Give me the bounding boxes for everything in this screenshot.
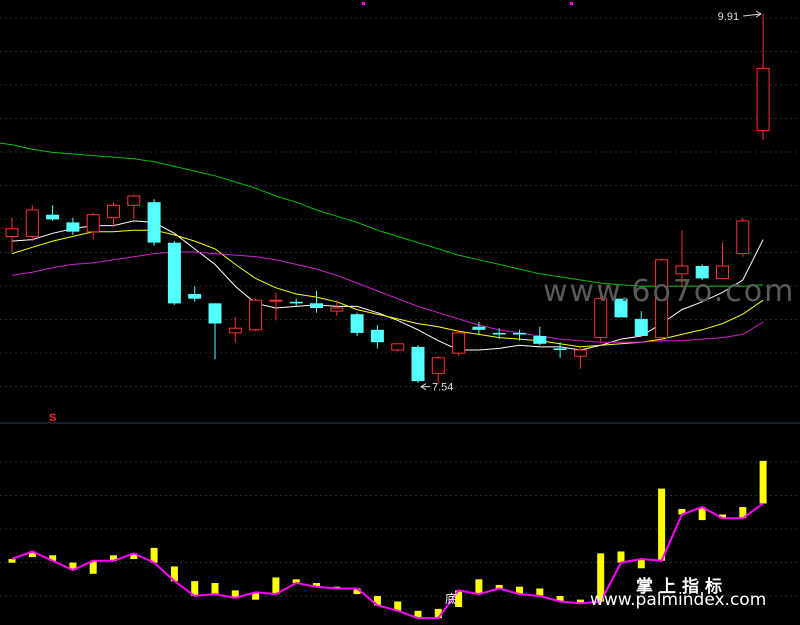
watermark-6o7o: www.6o7o.com [543, 274, 796, 309]
candle-body [655, 259, 669, 339]
candle-body [188, 294, 202, 299]
indicator-bar [556, 596, 564, 602]
indicator-bar [150, 547, 158, 563]
candle-body [269, 299, 283, 302]
indicator-bar [272, 577, 280, 595]
indicator-bar [191, 581, 199, 596]
candle-body [513, 332, 526, 335]
high-price-label: 9.91 [718, 11, 739, 23]
candle-body [66, 222, 80, 232]
candle-body [411, 346, 425, 382]
indicator-bar [455, 590, 463, 607]
indicator-bar [211, 583, 219, 595]
ma-line-3 [11, 144, 764, 287]
candle-body [86, 214, 100, 233]
indicator-bar [394, 601, 402, 611]
indicator-bar [170, 566, 178, 582]
indicator-bar [353, 588, 361, 595]
indicator-bar [89, 560, 97, 574]
ma-line-3-ext [0, 142, 13, 146]
annotation-arrowhead [755, 10, 762, 18]
signal-mark: S [49, 412, 56, 424]
indicator-bar [576, 599, 584, 604]
candle-body [594, 298, 608, 339]
candle-body [431, 357, 445, 374]
candle-body [228, 327, 242, 334]
candle-body [330, 307, 344, 312]
candle-body [350, 314, 364, 333]
indicator-bar [617, 551, 625, 563]
ma-line-2 [11, 251, 764, 343]
candle-body [573, 349, 587, 357]
indicator-line [11, 502, 764, 620]
indicator-bar [698, 507, 706, 521]
indicator-bar [516, 586, 523, 595]
indicator-bar [536, 588, 544, 596]
indicator-bar [719, 514, 726, 519]
candle-body [289, 301, 303, 304]
candle-body [5, 228, 19, 237]
candle-body [736, 220, 750, 255]
top-marker [362, 2, 365, 5]
candle-body [716, 265, 729, 279]
indicator-bar [414, 610, 422, 619]
candle-body [249, 299, 263, 331]
candle-body [208, 303, 222, 324]
indicator-bar [739, 507, 747, 519]
candle-body [107, 204, 120, 219]
candle-body [25, 209, 39, 237]
indicator-bar [313, 583, 320, 587]
candle-body [756, 67, 770, 132]
candle-body [614, 298, 628, 318]
indicator-bar [110, 555, 117, 561]
indicator-bar [495, 584, 503, 589]
candle-body [127, 195, 141, 206]
candle-body [147, 202, 161, 243]
indicator-bar [434, 608, 442, 619]
indicator-bar [28, 551, 36, 558]
low-price-label: 7.54 [432, 382, 453, 394]
indicator-bar [373, 596, 381, 606]
candle-body [370, 329, 384, 343]
indicator-bar [292, 579, 300, 583]
bottom-marker: 底 [445, 591, 457, 606]
indicator-bar [678, 509, 686, 515]
indicator-bar [637, 559, 645, 569]
indicator-bar [759, 460, 767, 504]
indicator-bar [130, 553, 138, 559]
indicator-bar [49, 555, 57, 561]
top-marker [570, 2, 573, 5]
candle-body [533, 336, 547, 344]
indicator-bar [8, 559, 16, 563]
candle-body [695, 266, 709, 279]
indicator-bar [658, 488, 666, 561]
candle-body [675, 265, 689, 275]
candle-body [391, 343, 405, 351]
candle-body [452, 332, 466, 354]
indicator-bar [231, 590, 239, 598]
watermark-palm-cn: 掌上指标 [636, 577, 728, 597]
candle-body [167, 242, 181, 304]
indicator-bar [252, 592, 260, 600]
watermark-palm-url: www.palmindex.com [590, 590, 767, 610]
candle-body [634, 318, 648, 336]
candle-body [553, 348, 567, 350]
annotation-arrow [743, 13, 762, 17]
candle-body [310, 303, 323, 308]
indicator-bar [475, 579, 483, 595]
candle-body [46, 214, 60, 220]
annotation-arrowhead [420, 383, 427, 391]
indicator-bar [69, 562, 77, 570]
candle-body [472, 326, 486, 330]
candle-body [492, 332, 506, 335]
indicator-bar [597, 553, 605, 602]
